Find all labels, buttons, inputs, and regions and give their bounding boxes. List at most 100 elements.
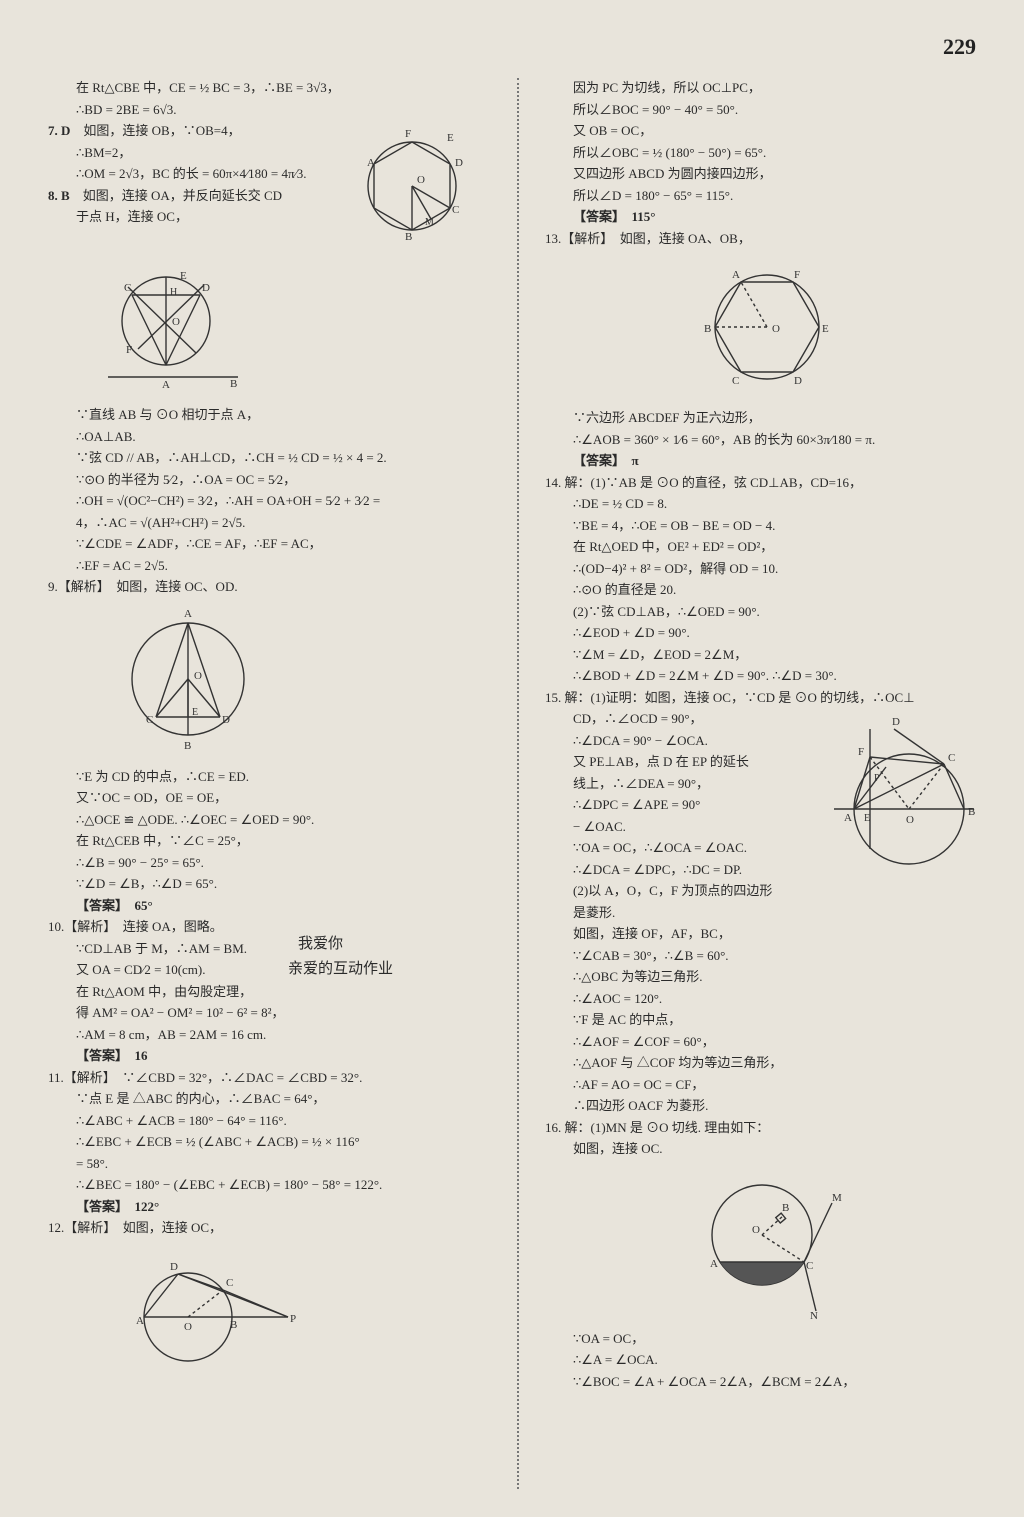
svg-text:B: B (782, 1202, 789, 1214)
text-line: ∴△OCE ≌ △ODE. ∴∠OEC = ∠OED = 90°. (48, 810, 491, 830)
answer-line: 【答案】 16 (48, 1046, 491, 1066)
text-line: ∵直线 AB 与 ⊙O 相切于点 A， (48, 405, 491, 425)
svg-text:C: C (806, 1260, 813, 1272)
svg-text:C: C (226, 1277, 233, 1289)
q13-head: 13.【解析】 如图，连接 OA、OB， (545, 229, 988, 249)
text-line: ∵∠D = ∠B，∴∠D = 65°. (48, 874, 491, 894)
text-line: 在 Rt△AOM 中，由勾股定理， (48, 982, 491, 1002)
svg-text:P: P (290, 1313, 296, 1325)
text-line: ∵∠BOC = ∠A + ∠OCA = 2∠A，∠BCM = 2∠A， (545, 1372, 988, 1392)
svg-text:E: E (822, 323, 829, 335)
text-line: ∴∠AOF = ∠COF = 60°， (545, 1032, 988, 1052)
text-line: ∴四边形 OACF 为菱形. (545, 1096, 988, 1116)
left-column: 在 Rt△CBE 中，CE = ½ BC = 3，∴BE = 3√3， ∴BD … (48, 78, 491, 1489)
svg-text:A: A (184, 608, 192, 620)
text-line: (2)以 A，O，C，F 为顶点的四边形 (545, 881, 988, 901)
text-line: ∴BD = 2BE = 6√3. (48, 100, 491, 120)
text-line: ∴△AOF 与 △COF 均为等边三角形， (545, 1053, 988, 1073)
svg-text:A: A (710, 1258, 718, 1270)
svg-text:E: E (447, 132, 454, 144)
text-line: ∵E 为 CD 的中点，∴CE = ED. (48, 767, 491, 787)
answer-line: 【答案】 π (545, 451, 988, 471)
svg-text:B: B (405, 231, 412, 243)
text-line: ∵CD⊥AB 于 M，∴AM = BM. (48, 939, 491, 959)
q9-head: 9.【解析】 如图，连接 OC、OD. (48, 577, 491, 597)
svg-text:C: C (732, 375, 739, 387)
svg-text:B: B (704, 323, 711, 335)
text-line: 是菱形. (545, 903, 988, 923)
text-line: ∵点 E 是 △ABC 的内心，∴∠BAC = 64°， (48, 1089, 491, 1109)
svg-text:O: O (906, 814, 914, 826)
svg-text:B: B (230, 1319, 237, 1331)
text-line: 如图，连接 OC. (545, 1139, 988, 1159)
text-line: 在 Rt△CBE 中，CE = ½ BC = 3，∴BE = 3√3， (48, 78, 491, 98)
two-column-layout: 在 Rt△CBE 中，CE = ½ BC = 3，∴BE = 3√3， ∴BD … (48, 78, 988, 1489)
figure-circle-q8: A B C D E F H O (88, 259, 258, 399)
text-line: 又 OA = CD⁄2 = 10(cm). (48, 960, 491, 980)
q15-head: 15. 解：(1)证明：如图，连接 OC，∵CD 是 ⊙O 的切线，∴OC⊥ (545, 688, 988, 708)
svg-text:O: O (184, 1321, 192, 1333)
text-line: ∵⊙O 的半径为 5⁄2，∴OA = OC = 5⁄2， (48, 470, 491, 490)
svg-text:H: H (170, 287, 177, 298)
q16-head: 16. 解：(1)MN 是 ⊙O 切线. 理由如下： (545, 1118, 988, 1138)
svg-text:B: B (184, 740, 191, 752)
text-line: 在 Rt△CEB 中，∵∠C = 25°， (48, 831, 491, 851)
svg-text:A: A (844, 812, 852, 824)
text-line: ∴∠B = 90° − 25° = 65°. (48, 853, 491, 873)
text-line: 又 OB = OC， (545, 121, 988, 141)
svg-text:O: O (752, 1224, 760, 1236)
svg-text:B: B (230, 378, 237, 390)
text-line: ∴OH = √(OC²−CH²) = 3⁄2，∴AH = OA+OH = 5⁄2… (48, 491, 491, 511)
text-line: ∴∠BOD + ∠D = 2∠M + ∠D = 90°. ∴∠D = 30°. (545, 666, 988, 686)
svg-text:O: O (417, 174, 425, 186)
text-line: ∴AM = 8 cm，AB = 2AM = 16 cm. (48, 1025, 491, 1045)
svg-text:A: A (367, 157, 375, 169)
text-line: 所以∠OBC = ½ (180° − 50°) = 65°. (545, 143, 988, 163)
answer-line: 【答案】 65° (48, 896, 491, 916)
text-line: ∵∠CDE = ∠ADF，∴CE = AF，∴EF = AC， (48, 534, 491, 554)
text-line: 得 AM² = OA² − OM² = 10² − 6² = 8²， (48, 1003, 491, 1023)
text-line: ∴⊙O 的直径是 20. (545, 580, 988, 600)
text-line: ∵F 是 AC 的中点， (545, 1010, 988, 1030)
page-root: 229 在 Rt△CBE 中，CE = ½ BC = 3，∴BE = 3√3， … (0, 0, 1024, 1517)
svg-text:D: D (892, 716, 900, 728)
text-line: ∴DE = ½ CD = 8. (545, 494, 988, 514)
q11-head: 11.【解析】 ∵∠CBD = 32°，∴∠DAC = ∠CBD = 32°. (48, 1068, 491, 1088)
text-line: 所以∠D = 180° − 65° = 115°. (545, 186, 988, 206)
svg-text:O: O (194, 670, 202, 682)
text-line: ∵∠M = ∠D，∠EOD = 2∠M， (545, 645, 988, 665)
text-line: ∴AF = AO = OC = CF， (545, 1075, 988, 1095)
text-line: (2)∵弦 CD⊥AB，∴∠OED = 90°. (545, 602, 988, 622)
text-line: ∵OA = OC， (545, 1329, 988, 1349)
text-line: ∴(OD−4)² + 8² = OD²，解得 OD = 10. (545, 559, 988, 579)
svg-text:O: O (172, 316, 180, 328)
figure-circle-q12: A B C D O P (108, 1242, 308, 1372)
text-line: ∵弦 CD // AB，∴AH⊥CD，∴CH = ½ CD = ½ × 4 = … (48, 448, 491, 468)
text-line: ∵BE = 4，∴OE = OB − BE = OD − 4. (545, 516, 988, 536)
column-divider (517, 78, 519, 1489)
svg-text:F: F (794, 269, 800, 281)
text-line: ∴∠AOB = 360° × 1⁄6 = 60°，AB 的长为 60×3π⁄18… (545, 430, 988, 450)
svg-text:M: M (425, 217, 434, 228)
text-line: ∴∠A = ∠OCA. (545, 1350, 988, 1370)
svg-text:C: C (146, 714, 153, 726)
svg-text:A: A (162, 379, 170, 391)
text-line: 又四边形 ABCD 为圆内接四边形， (545, 164, 988, 184)
svg-text:D: D (170, 1261, 178, 1273)
figure-hexagon-q13: A B C D E F O (682, 252, 852, 402)
text-line: ∵六边形 ABCDEF 为正六边形， (545, 408, 988, 428)
answer-line: 【答案】 115° (545, 207, 988, 227)
text-line: ∴△OBC 为等边三角形. (545, 967, 988, 987)
text-line: ∴∠ABC + ∠ACB = 180° − 64° = 116°. (48, 1111, 491, 1131)
svg-text:C: C (452, 204, 459, 216)
figure-circle-q15: A B C D E F O P (814, 709, 984, 879)
figure-circle-q16: A B C M N O (682, 1163, 852, 1323)
text-line: 如图，连接 OF，AF，BC， (545, 924, 988, 944)
svg-text:F: F (126, 344, 132, 356)
svg-text:F: F (858, 746, 864, 758)
svg-text:B: B (968, 806, 975, 818)
text-line: 所以∠BOC = 90° − 40° = 50°. (545, 100, 988, 120)
svg-text:D: D (202, 282, 210, 294)
text-line: 4，∴AC = √(AH²+CH²) = 2√5. (48, 513, 491, 533)
text-line: ∴OA⊥AB. (48, 427, 491, 447)
